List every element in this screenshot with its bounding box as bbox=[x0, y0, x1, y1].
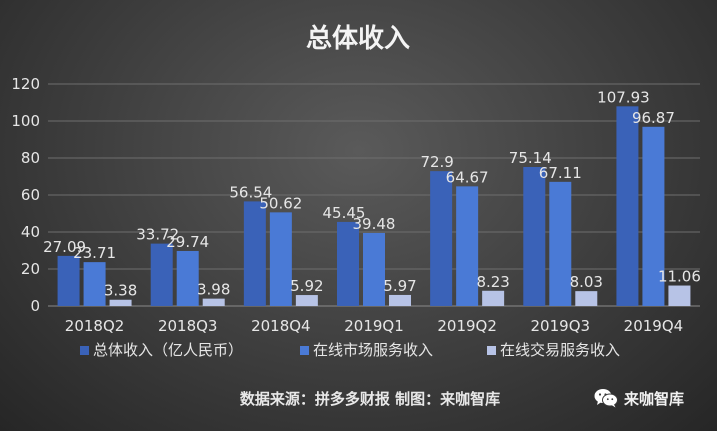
y-tick-label: 100 bbox=[11, 112, 40, 130]
legend-swatch bbox=[80, 346, 89, 355]
data-label: 5.92 bbox=[290, 277, 323, 295]
bar bbox=[202, 298, 225, 306]
data-label: 5.97 bbox=[383, 277, 416, 295]
data-label: 45.45 bbox=[323, 204, 366, 222]
bar bbox=[549, 181, 572, 306]
bar bbox=[642, 126, 665, 306]
bar bbox=[616, 106, 639, 306]
data-label: 29.74 bbox=[166, 233, 209, 251]
bar bbox=[57, 255, 80, 306]
data-label: 107.93 bbox=[597, 88, 650, 106]
brand-name: 来咖智库 bbox=[624, 389, 685, 408]
bar bbox=[363, 232, 385, 306]
data-label: 27.09 bbox=[43, 238, 86, 256]
legend-swatch bbox=[487, 346, 496, 355]
bar bbox=[295, 295, 318, 306]
legend-swatch bbox=[300, 346, 309, 355]
data-label: 96.87 bbox=[632, 109, 675, 127]
legend-label: 在线交易服务收入 bbox=[500, 341, 620, 359]
data-label: 72.9 bbox=[420, 153, 453, 171]
data-label: 39.48 bbox=[353, 215, 396, 233]
bar bbox=[456, 186, 479, 306]
y-tick-label: 0 bbox=[30, 297, 40, 315]
legend-label: 在线市场服务收入 bbox=[313, 341, 433, 359]
data-label: 50.62 bbox=[259, 194, 302, 212]
bar bbox=[430, 171, 453, 306]
bar bbox=[83, 262, 106, 306]
wechat-icon bbox=[594, 389, 618, 408]
bar bbox=[668, 285, 691, 306]
y-tick-label: 40 bbox=[21, 223, 40, 241]
bar bbox=[482, 290, 505, 306]
data-label: 64.67 bbox=[446, 168, 489, 186]
x-tick-label: 2019Q4 bbox=[624, 317, 684, 335]
bar bbox=[269, 212, 292, 306]
brand-badge: 来咖智库 bbox=[594, 386, 684, 410]
y-tick-label: 120 bbox=[11, 75, 40, 93]
x-tick-label: 2018Q4 bbox=[251, 317, 311, 335]
data-label: 75.14 bbox=[509, 149, 552, 167]
data-label: 23.71 bbox=[73, 244, 116, 262]
data-label: 56.54 bbox=[229, 183, 272, 201]
bar bbox=[150, 243, 173, 306]
data-label: 33.72 bbox=[136, 226, 179, 244]
y-tick-label: 60 bbox=[21, 186, 40, 204]
data-label: 3.98 bbox=[197, 281, 230, 299]
bar bbox=[176, 250, 199, 306]
bar bbox=[389, 294, 411, 306]
data-label: 11.06 bbox=[658, 268, 701, 286]
legend-label: 总体收入（亿人民币） bbox=[93, 341, 243, 359]
data-label: 3.38 bbox=[104, 282, 137, 300]
x-tick-label: 2019Q1 bbox=[344, 317, 404, 335]
bar bbox=[523, 166, 546, 306]
bar bbox=[337, 221, 359, 306]
x-tick-label: 2018Q3 bbox=[158, 317, 218, 335]
bar bbox=[575, 291, 598, 306]
data-label: 67.11 bbox=[539, 164, 582, 182]
data-label: 8.23 bbox=[476, 273, 509, 291]
y-tick-label: 20 bbox=[21, 260, 40, 278]
data-label: 8.03 bbox=[570, 273, 603, 291]
x-tick-label: 2019Q2 bbox=[437, 317, 497, 335]
bar bbox=[243, 201, 266, 306]
y-tick-label: 80 bbox=[21, 149, 40, 167]
x-tick-label: 2018Q2 bbox=[65, 317, 125, 335]
chart-title: 总体收入 bbox=[306, 24, 410, 54]
x-tick-label: 2019Q3 bbox=[531, 317, 591, 335]
bar bbox=[109, 299, 132, 306]
source-note: 数据来源：拼多多财报 制图：来咖智库 bbox=[239, 390, 501, 408]
